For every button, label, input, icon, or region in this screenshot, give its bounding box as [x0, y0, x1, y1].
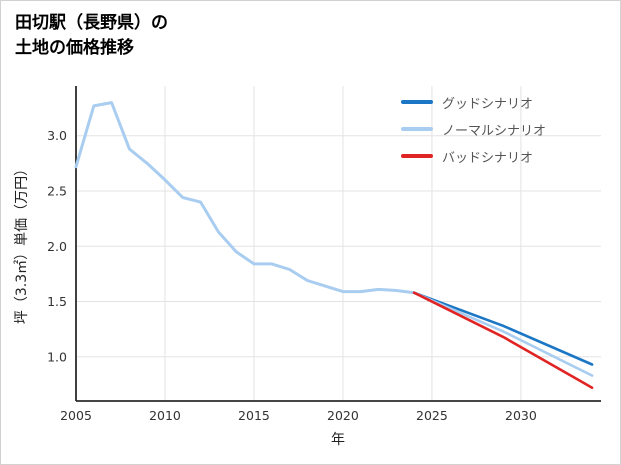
y-axis-label: 坪（3.3㎡）単価（万円） — [14, 162, 30, 324]
legend-line-swatch — [401, 100, 433, 104]
y-tick-label: 3.0 — [47, 128, 67, 143]
series-bad — [412, 291, 594, 390]
legend-item-bad: バッドシナリオ — [401, 148, 546, 166]
series-historical — [74, 101, 416, 295]
y-tick-label: 1.0 — [47, 349, 67, 364]
y-tick-label: 2.5 — [47, 184, 67, 199]
x-axis-label: 年 — [331, 432, 345, 448]
legend-label: バッドシナリオ — [442, 150, 534, 166]
x-tick-label: 2020 — [327, 408, 359, 423]
series-normal — [412, 291, 594, 377]
legend-item-normal: ノーマルシナリオ — [401, 121, 547, 139]
x-tick-label: 2010 — [149, 408, 181, 423]
chart-legend: グッドシナリオ ノーマルシナリオ バッドシナリオ — [401, 94, 547, 166]
x-tick-label: 2015 — [238, 408, 270, 423]
legend-label: グッドシナリオ — [442, 96, 534, 112]
series-good — [412, 291, 594, 366]
legend-line-swatch — [401, 127, 433, 131]
chart-title: 田切駅（長野県）の 土地の価格推移 — [15, 11, 168, 60]
x-tick-label: 2005 — [60, 408, 92, 423]
chart-title-line2: 土地の価格推移 — [15, 37, 134, 58]
y-tick-label: 1.5 — [47, 294, 67, 309]
x-tick-label: 2025 — [416, 408, 448, 423]
chart-title-line1: 田切駅（長野県）の — [15, 13, 168, 33]
x-tick-label: 2030 — [505, 408, 537, 423]
y-tick-label: 2.0 — [47, 239, 67, 254]
legend-line-swatch — [401, 154, 433, 158]
legend-label: ノーマルシナリオ — [442, 123, 547, 139]
legend-item-good: グッドシナリオ — [401, 94, 546, 112]
